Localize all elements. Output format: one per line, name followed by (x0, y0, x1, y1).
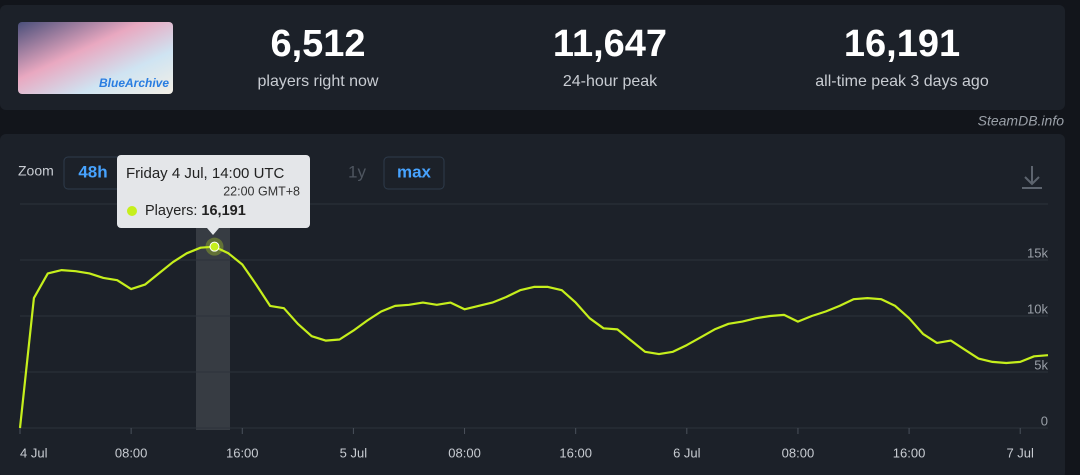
x-tick-label: 16:00 (559, 445, 592, 460)
zoom-button-label[interactable]: 1y (348, 162, 366, 181)
stat-label: 24-hour peak (563, 73, 658, 90)
x-tick-label: 16:00 (893, 445, 926, 460)
stat-value: 6,512 (270, 23, 365, 65)
y-tick-label: 5k (1034, 357, 1048, 372)
x-tick-label: 4 Jul (20, 445, 48, 460)
x-tick-label: 5 Jul (340, 445, 368, 460)
tooltip-pointer (207, 228, 219, 235)
y-tick-label: 10k (1027, 301, 1048, 316)
tooltip-label-text: Players: (145, 203, 197, 219)
zoom-button-label[interactable]: 48h (78, 162, 107, 181)
tooltip: Friday 4 Jul, 14:00 UTC 22:00 GMT+8 Play… (117, 155, 310, 235)
series-line (18, 245, 1049, 429)
stat-value: 16,191 (844, 23, 960, 65)
stat-label: players right now (258, 73, 379, 90)
hover-band (196, 204, 230, 430)
x-tick-label: 16:00 (226, 445, 259, 460)
x-tick-label: 08:00 (115, 445, 148, 460)
stat-label: all-time peak 3 days ago (815, 73, 989, 90)
logo-text: BlueArchive (99, 76, 169, 90)
tooltip-value: 16,191 (201, 203, 245, 219)
stat-value: 11,647 (553, 23, 667, 65)
x-tick-label: 7 Jul (1006, 445, 1034, 460)
tooltip-title: Friday 4 Jul, 14:00 UTC (126, 165, 285, 182)
y-tick-label: 0 (1041, 413, 1048, 428)
zoom-button[interactable] (383, 156, 445, 190)
x-tick-label: 08:00 (448, 445, 481, 460)
zoom-button-label[interactable]: max (397, 162, 432, 181)
tooltip-swatch (127, 206, 137, 216)
tooltip-box (117, 155, 310, 228)
stats-card (0, 5, 1065, 110)
hover-point (209, 241, 220, 252)
source[interactable]: SteamDB.info (978, 113, 1065, 129)
zoom-label: Zoom (18, 163, 54, 179)
download-icon[interactable] (1022, 166, 1042, 189)
tooltip-local-time: 22:00 GMT+8 (223, 184, 300, 198)
x-tick-label: 08:00 (782, 445, 815, 460)
tooltip-label: Players: 16,191 (145, 203, 246, 219)
x-tick-label: 6 Jul (673, 445, 701, 460)
game-logo (18, 22, 173, 94)
y-tick-label: 15k (1027, 245, 1048, 260)
